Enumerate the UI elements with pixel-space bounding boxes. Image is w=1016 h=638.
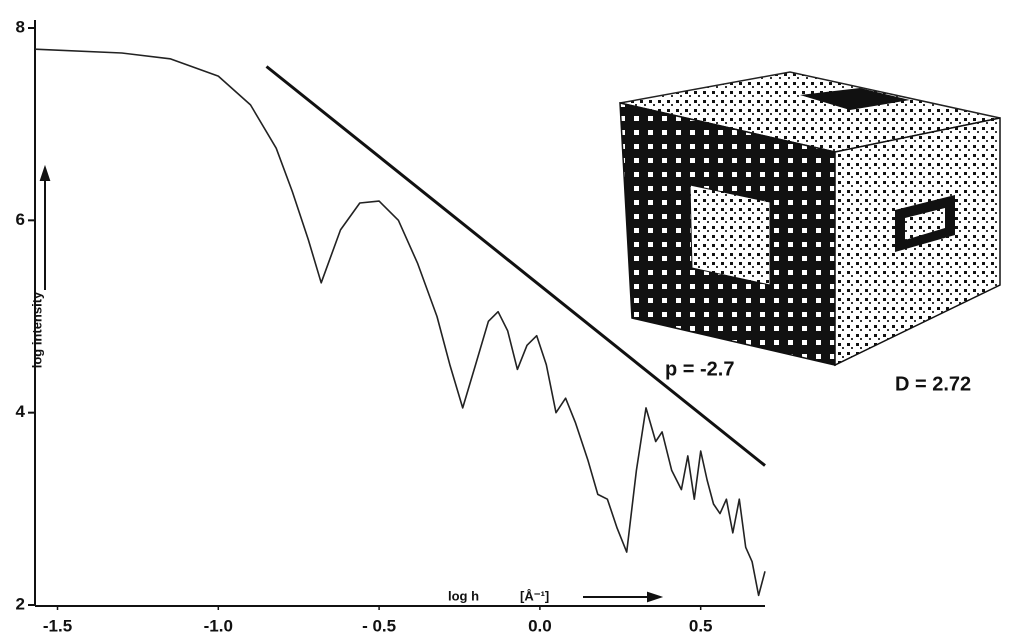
y-tick-label: 4 <box>16 402 26 421</box>
slope-annotation: p = -2.7 <box>665 358 734 380</box>
y-tick-label: 6 <box>16 210 25 229</box>
y-tick-label: 2 <box>16 594 25 613</box>
dimension-annotation: D = 2.72 <box>895 373 971 395</box>
x-arrow-head <box>648 593 660 601</box>
x-tick-label: -1.0 <box>204 616 233 635</box>
y-tick-label: 8 <box>16 17 25 36</box>
x-axis-label: log h <box>448 588 479 603</box>
x-tick-label: - 0.5 <box>362 616 396 635</box>
x-axis-unit: [Å⁻¹] <box>520 588 549 603</box>
y-arrow-head <box>41 168 49 180</box>
x-tick-label: -1.5 <box>43 616 72 635</box>
y-axis-label: log intensity <box>29 291 44 368</box>
chart: log intensity log h [Å⁻¹] p = -2.7 D = 2… <box>0 0 1016 638</box>
menger-sponge <box>620 72 1000 365</box>
x-tick-label: 0.5 <box>689 616 713 635</box>
x-tick-label: 0.0 <box>528 616 552 635</box>
